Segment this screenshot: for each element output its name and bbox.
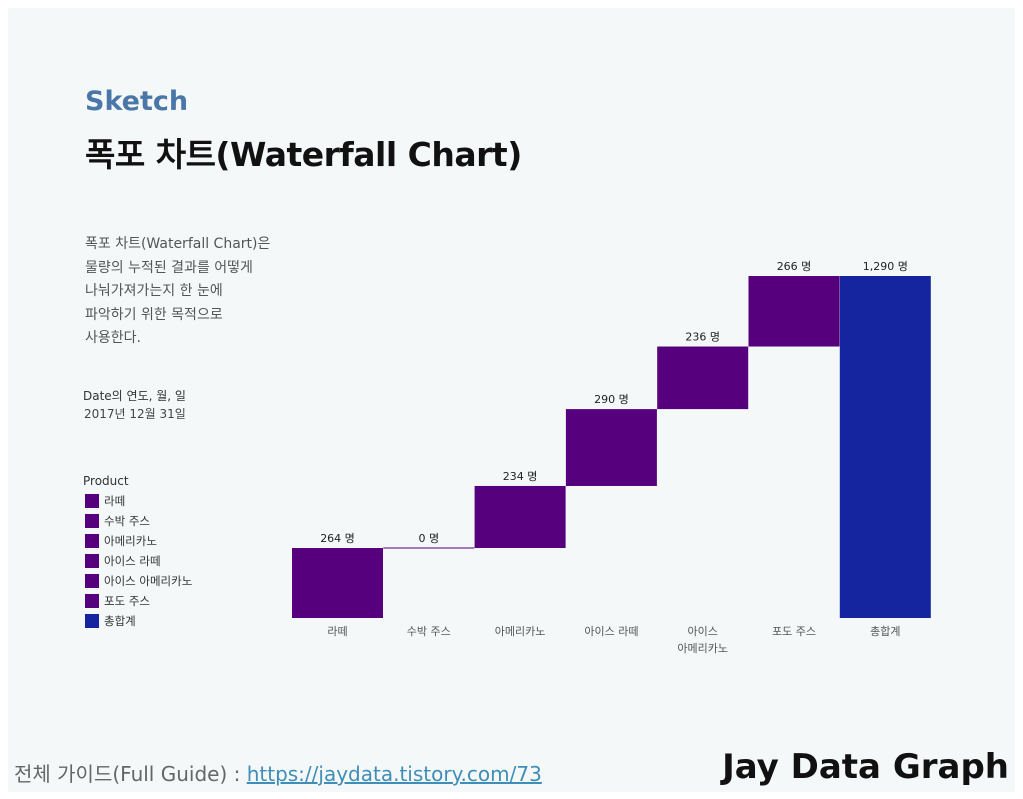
waterfall-bar[interactable] xyxy=(748,276,840,347)
description-line: 사용한다. xyxy=(85,330,141,346)
guide-link[interactable]: https://jaydata.tistory.com/73 xyxy=(246,762,542,786)
legend-label: 포도 주스 xyxy=(104,594,150,608)
x-axis-tick-label: 아이스 xyxy=(688,625,718,638)
waterfall-bar[interactable] xyxy=(565,409,657,486)
x-axis-tick-label: 포도 주스 xyxy=(772,625,816,638)
data-label: 234 명 xyxy=(503,470,538,483)
legend-item[interactable]: 아메리카노 xyxy=(85,531,192,551)
data-label: 0 명 xyxy=(418,532,439,545)
legend-label: 아이스 라떼 xyxy=(104,554,161,568)
description: 폭포 차트(Waterfall Chart)은 물량의 누적된 결과를 어떻게 … xyxy=(85,233,285,351)
legend-label: 총합계 xyxy=(104,614,136,628)
legend-swatch xyxy=(85,594,99,608)
x-axis-tick-label: 총합계 xyxy=(870,625,900,638)
legend-swatch xyxy=(85,614,99,628)
description-line: 물량의 누적된 결과를 어떻게 xyxy=(85,259,253,276)
legend-swatch xyxy=(85,574,99,588)
total-bar[interactable] xyxy=(839,276,931,618)
x-axis-tick-label: 아메리카노 xyxy=(677,642,728,655)
legend-title: Product xyxy=(83,474,129,488)
description-line: 나눠가져가는지 한 눈에 xyxy=(85,283,223,299)
brand-logo-text: Jay Data Graph xyxy=(722,747,1009,787)
legend-label: 라떼 xyxy=(104,494,126,508)
page-title: 폭포 차트(Waterfall Chart) xyxy=(85,135,522,174)
data-label: 1,290 명 xyxy=(863,260,908,273)
waterfall-bar[interactable] xyxy=(474,485,566,549)
legend-swatch xyxy=(85,554,99,568)
description-line: 폭포 차트(Waterfall Chart)은 xyxy=(85,236,271,252)
x-axis-tick-label: 수박 주스 xyxy=(407,625,451,638)
guide-label: 전체 가이드(Full Guide) : xyxy=(14,762,247,786)
legend-item[interactable]: 아이스 아메리카노 xyxy=(85,571,192,591)
legend-item[interactable]: 라떼 xyxy=(85,491,192,511)
subtitle: Sketch xyxy=(85,86,189,117)
legend-item[interactable]: 포도 주스 xyxy=(85,591,192,611)
data-label: 236 명 xyxy=(685,331,720,344)
x-axis-tick-label: 아메리카노 xyxy=(495,625,546,638)
legend-swatch xyxy=(85,534,99,548)
footer-guide: 전체 가이드(Full Guide) : https://jaydata.tis… xyxy=(14,758,542,787)
legend-item[interactable]: 아이스 라떼 xyxy=(85,551,192,571)
x-axis-tick-label: 아이스 라떼 xyxy=(584,625,638,638)
legend-label: 아메리카노 xyxy=(104,534,157,548)
waterfall-bar[interactable] xyxy=(657,346,749,410)
legend-item[interactable]: 수박 주스 xyxy=(85,511,192,531)
waterfall-bar[interactable] xyxy=(383,547,475,549)
legend-swatch xyxy=(85,514,99,528)
x-axis-tick-label: 라떼 xyxy=(327,625,347,638)
waterfall-bar[interactable] xyxy=(292,548,383,618)
data-label: 266 명 xyxy=(777,260,812,273)
legend-item[interactable]: 총합계 xyxy=(85,611,192,631)
date-filter-value[interactable]: 2017년 12월 31일 xyxy=(84,407,186,421)
description-line: 파악하기 위한 목적으로 xyxy=(85,306,223,323)
data-label: 264 명 xyxy=(320,532,355,545)
date-filter-label: Date의 연도, 월, 일 xyxy=(83,389,186,403)
legend-swatch xyxy=(85,494,99,508)
data-label: 290 명 xyxy=(594,393,629,406)
legend-label: 수박 주스 xyxy=(104,514,150,528)
legend-label: 아이스 아메리카노 xyxy=(104,574,193,588)
